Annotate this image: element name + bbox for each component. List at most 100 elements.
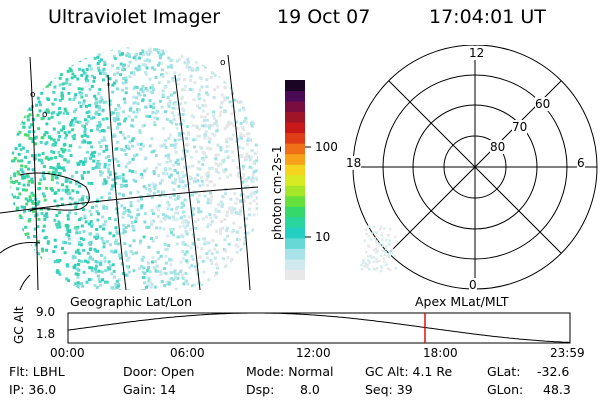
emission-pixel <box>149 90 153 94</box>
emission-pixel <box>191 88 195 91</box>
emission-pixel <box>12 212 15 216</box>
emission-pixel <box>7 285 10 288</box>
emission-pixel <box>23 206 26 210</box>
emission-pixel <box>122 212 126 216</box>
emission-pixel <box>89 156 93 160</box>
emission-pixel <box>250 94 254 98</box>
emission-pixel <box>42 165 46 169</box>
emission-pixel <box>51 279 55 283</box>
emission-pixel <box>241 126 245 130</box>
emission-pixel <box>115 286 119 290</box>
door-status: Door: Open <box>123 364 195 379</box>
emission-pixel <box>27 47 31 49</box>
emission-pixel <box>107 267 111 271</box>
emission-pixel <box>187 165 191 169</box>
emission-pixel <box>173 138 177 142</box>
emission-pixel <box>198 193 202 197</box>
emission-pixel <box>87 52 91 56</box>
emission-pixel <box>182 210 186 214</box>
emission-pixel <box>80 47 84 50</box>
emission-pixel <box>66 264 70 268</box>
emission-pixel <box>148 115 152 118</box>
emission-pixel <box>71 128 74 132</box>
emission-pixel <box>209 216 213 220</box>
emission-pixel <box>79 104 83 108</box>
emission-pixel <box>226 149 230 153</box>
emission-pixel <box>181 250 185 253</box>
emission-pixel <box>225 272 229 276</box>
emission-pixel <box>82 102 86 106</box>
emission-pixel <box>172 164 175 167</box>
emission-pixel <box>375 258 378 261</box>
emission-pixel <box>256 74 258 77</box>
emission-pixel <box>164 254 168 258</box>
emission-pixel <box>173 106 177 110</box>
emission-pixel <box>164 139 168 143</box>
emission-pixel <box>78 145 82 149</box>
emission-pixel <box>119 256 123 260</box>
emission-pixel <box>105 117 109 121</box>
emission-pixel <box>229 173 233 177</box>
emission-pixel <box>110 286 114 290</box>
emission-pixel <box>253 152 257 155</box>
emission-pixel <box>18 231 22 235</box>
emission-pixel <box>65 80 69 84</box>
emission-pixel <box>190 254 194 258</box>
emission-pixel <box>126 224 130 228</box>
emission-pixel <box>57 131 61 134</box>
emission-pixel <box>101 129 105 132</box>
emission-pixel <box>21 64 25 68</box>
emission-pixel <box>83 140 87 144</box>
emission-pixel <box>172 101 176 105</box>
emission-pixel <box>111 111 115 115</box>
emission-pixel <box>13 195 16 199</box>
emission-pixel <box>154 111 158 115</box>
emission-pixel <box>183 226 187 230</box>
emission-pixel <box>102 47 106 51</box>
emission-pixel <box>234 211 238 215</box>
emission-pixel <box>131 252 135 256</box>
emission-pixel <box>129 191 133 195</box>
emission-pixel <box>140 204 144 208</box>
emission-pixel <box>161 171 165 175</box>
emission-pixel <box>72 98 76 102</box>
emission-pixel <box>220 71 224 75</box>
emission-pixel <box>24 71 28 75</box>
emission-pixel <box>201 124 205 128</box>
emission-pixel <box>153 259 157 263</box>
emission-pixel <box>54 245 58 249</box>
emission-pixel <box>215 69 219 73</box>
emission-pixel <box>137 108 141 112</box>
emission-pixel <box>40 212 44 215</box>
emission-pixel <box>215 60 219 64</box>
emission-pixel <box>148 144 152 148</box>
emission-pixel <box>58 98 62 102</box>
emission-pixel <box>86 251 90 255</box>
emission-pixel <box>176 158 180 162</box>
emission-pixel <box>122 223 126 227</box>
emission-pixel <box>134 170 137 174</box>
emission-pixel <box>60 94 64 98</box>
emission-pixel <box>181 175 185 178</box>
emission-pixel <box>162 127 165 130</box>
emission-pixel <box>115 126 119 130</box>
emission-pixel <box>28 288 32 290</box>
emission-pixel <box>375 260 378 264</box>
emission-pixel <box>142 88 146 92</box>
emission-pixel <box>117 104 120 107</box>
emission-pixel <box>145 58 149 62</box>
mlt-label-6: 6 <box>577 156 585 170</box>
emission-pixel <box>190 68 194 72</box>
emission-pixel <box>237 171 241 175</box>
emission-pixel <box>151 260 154 264</box>
emission-pixel <box>242 167 246 171</box>
emission-pixel <box>31 137 35 141</box>
emission-pixel <box>19 113 23 117</box>
emission-pixel <box>152 266 156 270</box>
emission-pixel <box>255 202 258 206</box>
emission-pixel <box>73 288 77 290</box>
emission-pixel <box>206 256 209 260</box>
emission-pixel <box>97 141 101 145</box>
emission-pixel <box>361 268 364 271</box>
colorbar-label: photon cm-2s-1 <box>270 145 284 241</box>
